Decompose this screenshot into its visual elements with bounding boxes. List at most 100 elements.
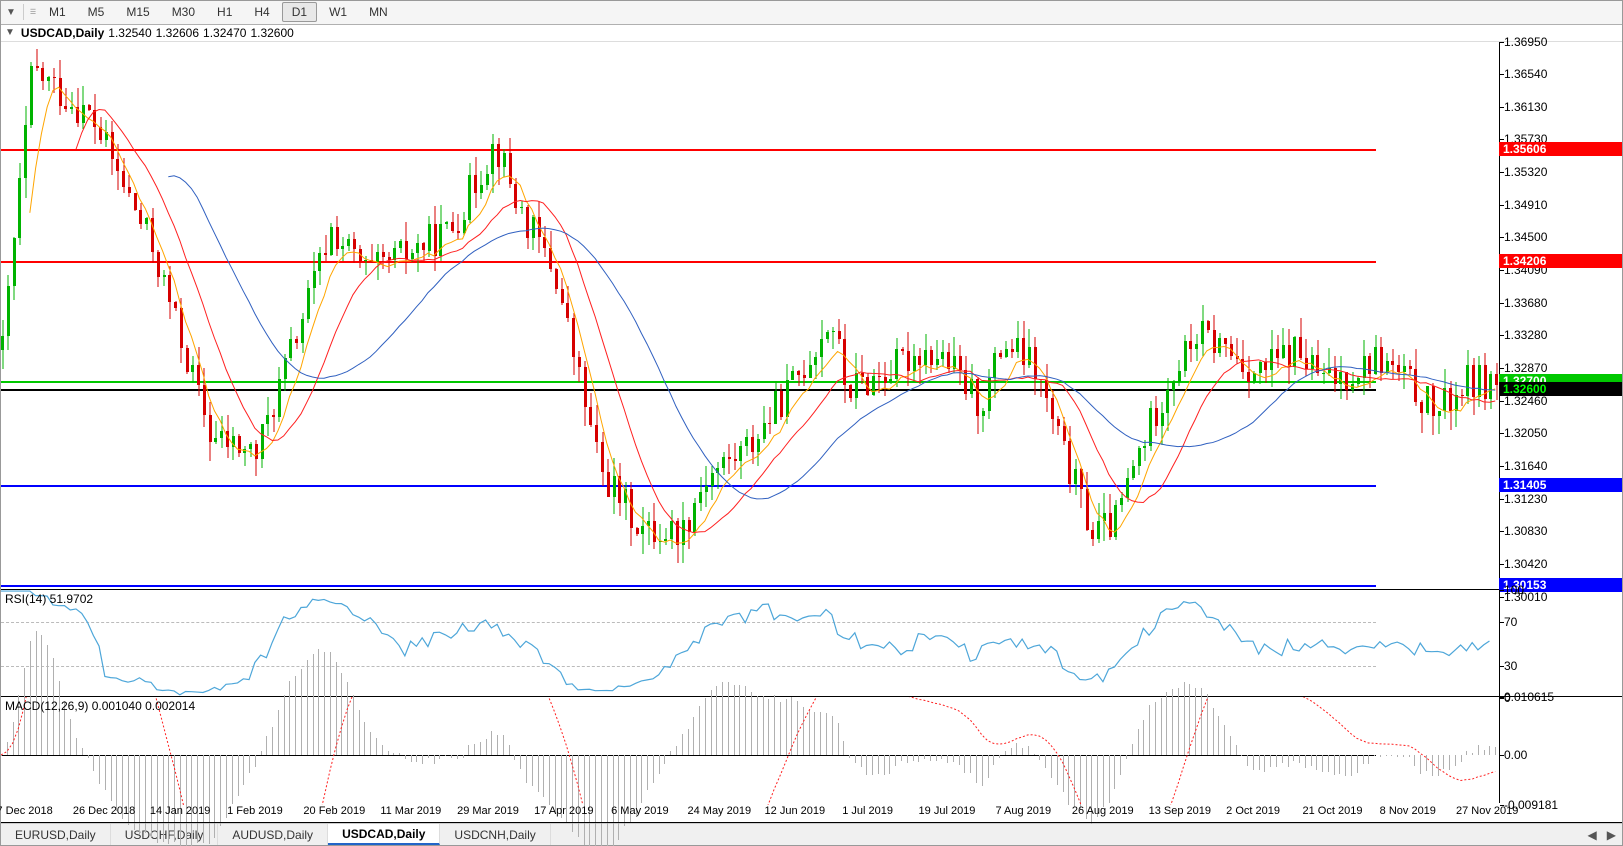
- candlestick[interactable]: [330, 34, 333, 589]
- candlestick[interactable]: [641, 34, 644, 589]
- tf-m15[interactable]: M15: [116, 2, 159, 22]
- candlestick[interactable]: [1097, 34, 1100, 589]
- candlestick[interactable]: [941, 34, 944, 589]
- tf-h4[interactable]: H4: [244, 2, 279, 22]
- candlestick[interactable]: [578, 34, 581, 589]
- candlestick[interactable]: [647, 34, 650, 589]
- price-chart-panel[interactable]: 1.36950 1.36540 1.36130 1.35730 1.35320 1.349…: [1, 42, 1622, 590]
- candlestick[interactable]: [555, 34, 558, 589]
- candlestick[interactable]: [751, 34, 754, 589]
- candlestick[interactable]: [1201, 34, 1204, 589]
- candlestick[interactable]: [289, 34, 292, 589]
- candlestick[interactable]: [1311, 34, 1314, 589]
- candlestick[interactable]: [168, 34, 171, 589]
- candlestick[interactable]: [439, 34, 442, 589]
- candlestick[interactable]: [1005, 34, 1008, 589]
- candlestick[interactable]: [88, 34, 91, 589]
- candlestick[interactable]: [36, 34, 39, 589]
- candlestick[interactable]: [1368, 34, 1371, 589]
- tf-mn[interactable]: MN: [359, 2, 398, 22]
- candlestick[interactable]: [1264, 34, 1267, 589]
- candlestick[interactable]: [1172, 34, 1175, 589]
- candlestick[interactable]: [255, 34, 258, 589]
- candlestick[interactable]: [209, 34, 212, 589]
- candlestick[interactable]: [1386, 34, 1389, 589]
- candlestick[interactable]: [1247, 34, 1250, 589]
- candlestick[interactable]: [180, 34, 183, 589]
- candlestick[interactable]: [1253, 34, 1256, 589]
- scroll-left-icon[interactable]: ◀: [1588, 828, 1597, 842]
- candlestick[interactable]: [1363, 34, 1366, 589]
- candlestick[interactable]: [341, 34, 344, 589]
- candlestick[interactable]: [630, 34, 633, 589]
- candlestick[interactable]: [728, 34, 731, 589]
- candlestick[interactable]: [1449, 34, 1452, 589]
- candlestick[interactable]: [307, 34, 310, 589]
- candlestick[interactable]: [711, 34, 714, 589]
- candlestick[interactable]: [561, 34, 564, 589]
- candlestick[interactable]: [803, 34, 806, 589]
- candlestick[interactable]: [1397, 34, 1400, 589]
- candlestick[interactable]: [509, 34, 512, 589]
- candlestick[interactable]: [243, 34, 246, 589]
- candlestick[interactable]: [745, 34, 748, 589]
- macd-plot[interactable]: [1, 697, 1499, 804]
- candlestick[interactable]: [1270, 34, 1273, 589]
- candlestick[interactable]: [497, 34, 500, 589]
- candlestick[interactable]: [861, 34, 864, 589]
- candlestick[interactable]: [699, 34, 702, 589]
- candlestick[interactable]: [1086, 34, 1089, 589]
- candlestick[interactable]: [82, 34, 85, 589]
- candlestick[interactable]: [1236, 34, 1239, 589]
- candlestick[interactable]: [463, 34, 466, 589]
- candlestick[interactable]: [278, 34, 281, 589]
- tab-eurusd[interactable]: EURUSD,Daily: [1, 824, 111, 845]
- candlestick[interactable]: [1322, 34, 1325, 589]
- candlestick[interactable]: [480, 34, 483, 589]
- candlestick[interactable]: [145, 34, 148, 589]
- candlestick[interactable]: [1063, 34, 1066, 589]
- candlestick[interactable]: [607, 34, 610, 589]
- candlestick[interactable]: [705, 34, 708, 589]
- candlestick[interactable]: [838, 34, 841, 589]
- candlestick[interactable]: [1189, 34, 1192, 589]
- candlestick[interactable]: [1461, 34, 1464, 589]
- candlestick[interactable]: [1045, 34, 1048, 589]
- rsi-panel[interactable]: 100 70 30 0 RSI(14) 51.9702: [1, 590, 1622, 697]
- candlestick[interactable]: [543, 34, 546, 589]
- candlestick[interactable]: [388, 34, 391, 589]
- candlestick[interactable]: [1351, 34, 1354, 589]
- candlestick[interactable]: [13, 34, 16, 589]
- candlestick[interactable]: [716, 34, 719, 589]
- candlestick[interactable]: [1455, 34, 1458, 589]
- candlestick[interactable]: [399, 34, 402, 589]
- candlestick[interactable]: [1120, 34, 1123, 589]
- candlestick[interactable]: [1282, 34, 1285, 589]
- candlestick[interactable]: [382, 34, 385, 589]
- candlestick[interactable]: [1472, 34, 1475, 589]
- candlestick[interactable]: [486, 34, 489, 589]
- candlestick[interactable]: [618, 34, 621, 589]
- candlestick[interactable]: [376, 34, 379, 589]
- candlestick[interactable]: [1155, 34, 1158, 589]
- candlestick[interactable]: [1178, 34, 1181, 589]
- candlestick[interactable]: [970, 34, 973, 589]
- candlestick[interactable]: [1478, 34, 1481, 589]
- candlestick[interactable]: [1184, 34, 1187, 589]
- candlestick[interactable]: [266, 34, 269, 589]
- candlestick[interactable]: [474, 34, 477, 589]
- candlestick[interactable]: [636, 34, 639, 589]
- candlestick[interactable]: [1166, 34, 1169, 589]
- tf-m5[interactable]: M5: [78, 2, 115, 22]
- candlestick[interactable]: [1091, 34, 1094, 589]
- candlestick[interactable]: [1195, 34, 1198, 589]
- candlestick[interactable]: [624, 34, 627, 589]
- candlestick[interactable]: [763, 34, 766, 589]
- candlestick[interactable]: [197, 34, 200, 589]
- candlestick[interactable]: [411, 34, 414, 589]
- candlestick[interactable]: [924, 34, 927, 589]
- candlestick[interactable]: [947, 34, 950, 589]
- candlestick[interactable]: [128, 34, 131, 589]
- candlestick[interactable]: [734, 34, 737, 589]
- candlestick[interactable]: [832, 34, 835, 589]
